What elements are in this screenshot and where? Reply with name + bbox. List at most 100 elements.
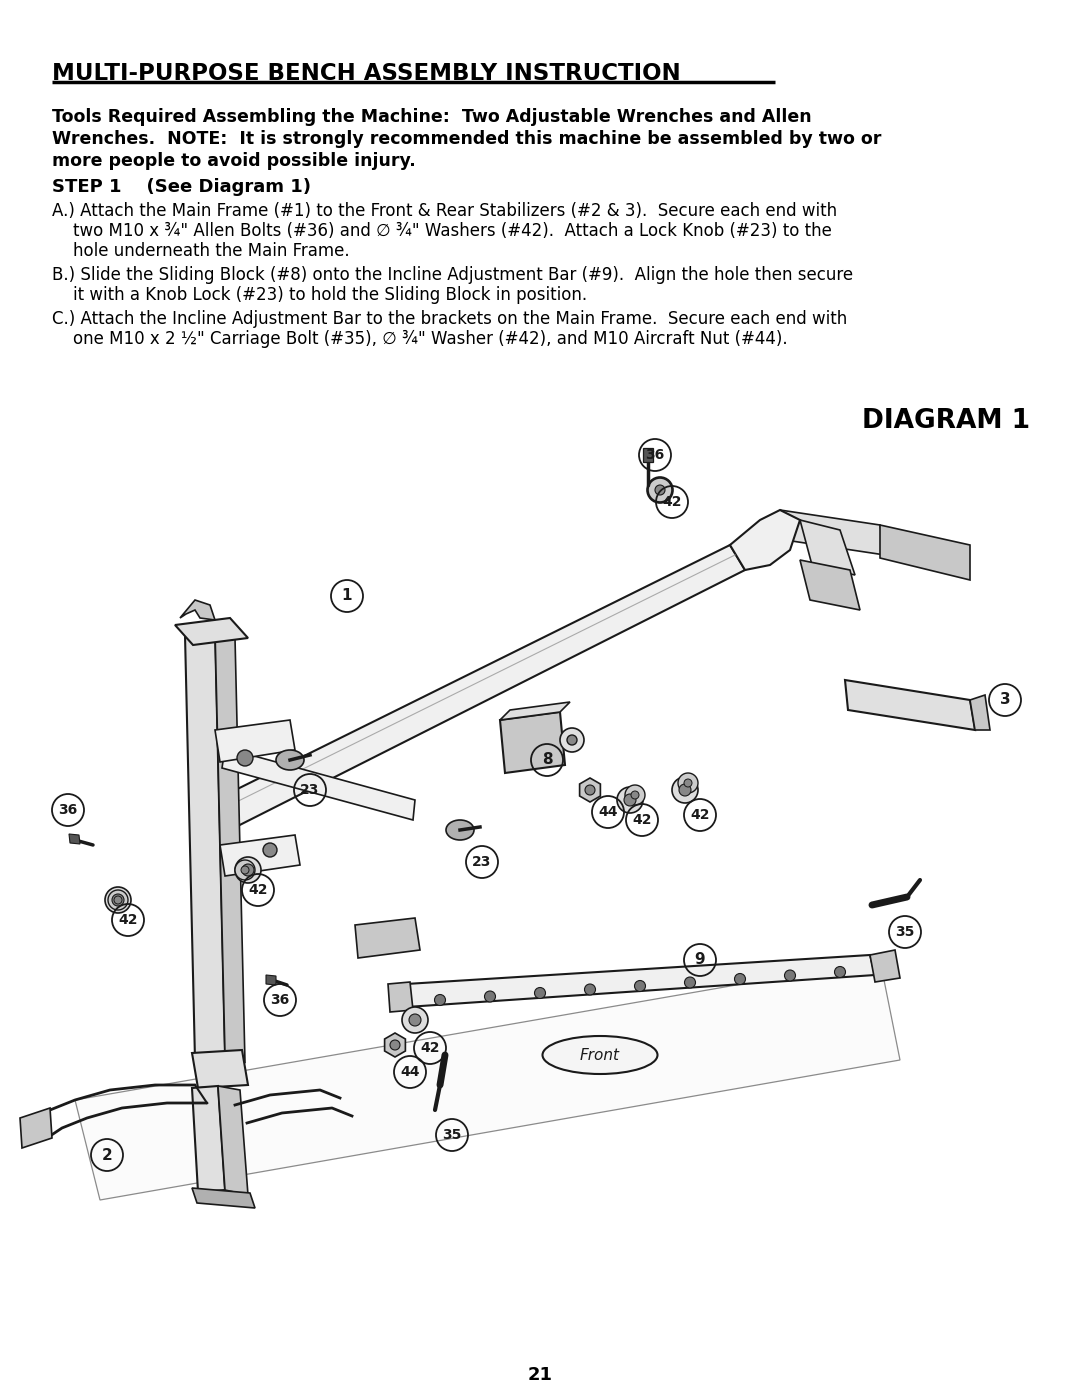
Text: it with a Knob Lock (#23) to hold the Sliding Block in position.: it with a Knob Lock (#23) to hold the Sl… [52,286,588,305]
Text: B.) Slide the Sliding Block (#8) onto the Incline Adjustment Bar (#9).  Align th: B.) Slide the Sliding Block (#8) onto th… [52,265,853,284]
Circle shape [112,894,124,907]
Circle shape [485,990,496,1002]
Polygon shape [880,525,970,580]
Circle shape [235,861,255,880]
Circle shape [390,1039,400,1051]
Circle shape [242,863,254,876]
Text: one M10 x 2 ½" Carriage Bolt (#35), ∅ ¾" Washer (#42), and M10 Aircraft Nut (#44: one M10 x 2 ½" Carriage Bolt (#35), ∅ ¾"… [52,330,787,348]
Text: 9: 9 [694,953,705,968]
Circle shape [635,981,646,992]
Circle shape [561,728,584,752]
Circle shape [624,793,636,806]
Text: 36: 36 [270,993,289,1007]
Polygon shape [384,1032,405,1058]
Text: 42: 42 [248,883,268,897]
Polygon shape [21,1108,52,1148]
Text: more people to avoid possible injury.: more people to avoid possible injury. [52,152,416,170]
Circle shape [734,974,745,985]
Polygon shape [185,630,225,1060]
Circle shape [585,785,595,795]
Circle shape [409,1014,421,1025]
Ellipse shape [276,750,303,770]
Polygon shape [220,835,300,876]
Circle shape [678,773,698,793]
Text: 23: 23 [472,855,491,869]
Circle shape [434,995,446,1006]
Polygon shape [218,1085,248,1194]
Circle shape [584,983,595,995]
Circle shape [535,988,545,999]
Polygon shape [355,918,420,958]
Polygon shape [970,694,990,731]
Circle shape [625,785,645,805]
Circle shape [654,483,666,496]
Polygon shape [730,510,800,570]
Circle shape [617,787,643,813]
Circle shape [654,485,665,495]
Text: 3: 3 [1000,693,1010,707]
Circle shape [402,1007,428,1032]
Text: 42: 42 [420,1041,440,1055]
Circle shape [835,967,846,978]
Polygon shape [500,712,565,773]
Circle shape [684,780,692,787]
Polygon shape [195,545,745,840]
Ellipse shape [542,1037,658,1074]
Text: 42: 42 [118,914,138,928]
Text: 35: 35 [895,925,915,939]
Text: 36: 36 [58,803,78,817]
Polygon shape [192,1085,225,1192]
Text: 42: 42 [662,495,681,509]
Polygon shape [800,520,855,576]
Text: 44: 44 [598,805,618,819]
Polygon shape [192,1051,248,1088]
Text: 44: 44 [401,1065,420,1078]
Circle shape [105,887,131,914]
Text: 42: 42 [690,807,710,821]
Polygon shape [500,703,570,719]
Text: Front: Front [580,1048,620,1063]
Polygon shape [800,560,860,610]
Polygon shape [175,617,248,645]
Polygon shape [870,950,900,982]
Circle shape [567,735,577,745]
Polygon shape [215,719,295,761]
Text: STEP 1    (See Diagram 1): STEP 1 (See Diagram 1) [52,177,311,196]
Polygon shape [390,956,875,1009]
Text: 35: 35 [443,1127,461,1141]
Text: 21: 21 [527,1366,553,1384]
Polygon shape [180,599,215,620]
Polygon shape [75,960,900,1200]
Circle shape [114,895,122,904]
Polygon shape [388,982,413,1011]
Polygon shape [192,1187,255,1208]
Circle shape [685,977,696,988]
Circle shape [648,478,672,502]
Polygon shape [69,834,80,844]
Text: A.) Attach the Main Frame (#1) to the Front & Rear Stabilizers (#2 & 3).  Secure: A.) Attach the Main Frame (#1) to the Fr… [52,203,837,219]
Circle shape [679,784,691,796]
Text: hole underneath the Main Frame.: hole underneath the Main Frame. [52,242,350,260]
Text: 42: 42 [632,813,651,827]
Text: Wrenches.  NOTE:  It is strongly recommended this machine be assembled by two or: Wrenches. NOTE: It is strongly recommend… [52,130,881,148]
Text: Tools Required Assembling the Machine:  Two Adjustable Wrenches and Allen: Tools Required Assembling the Machine: T… [52,108,812,126]
Polygon shape [266,975,276,985]
Circle shape [672,777,698,803]
Circle shape [235,856,261,883]
Text: C.) Attach the Incline Adjustment Bar to the brackets on the Main Frame.  Secure: C.) Attach the Incline Adjustment Bar to… [52,310,847,328]
Text: DIAGRAM 1: DIAGRAM 1 [862,408,1030,434]
Circle shape [241,866,249,875]
Text: two M10 x ¾" Allen Bolts (#36) and ∅ ¾" Washers (#42).  Attach a Lock Knob (#23): two M10 x ¾" Allen Bolts (#36) and ∅ ¾" … [52,222,832,240]
Polygon shape [215,630,245,1063]
Text: 2: 2 [102,1147,112,1162]
Polygon shape [780,510,885,555]
Text: 8: 8 [542,753,552,767]
Circle shape [264,842,276,856]
Text: 1: 1 [341,588,352,604]
Polygon shape [222,747,415,820]
Polygon shape [643,448,653,462]
Text: 23: 23 [300,782,320,798]
Polygon shape [580,778,600,802]
Text: 36: 36 [646,448,664,462]
Polygon shape [845,680,975,731]
